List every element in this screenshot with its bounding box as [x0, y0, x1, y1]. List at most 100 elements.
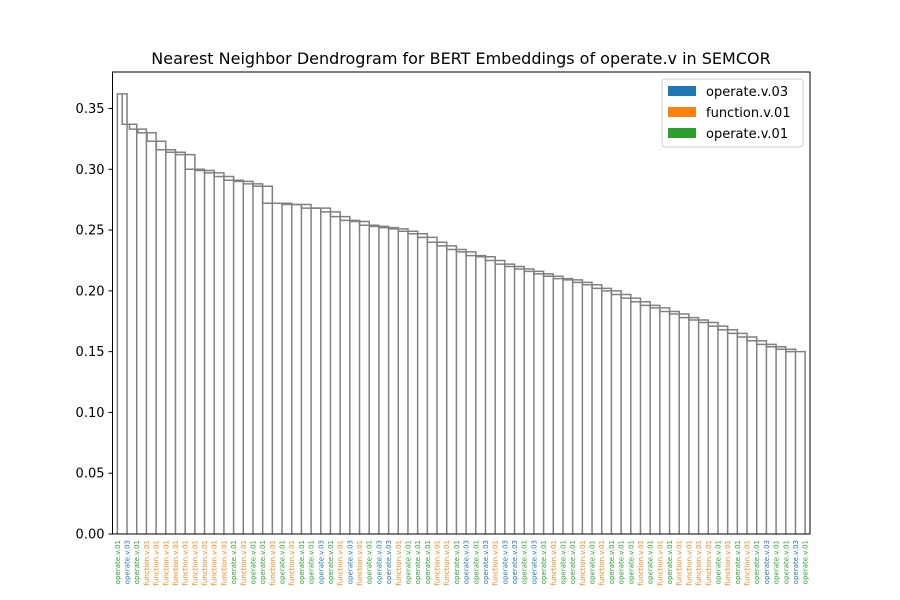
y-axis: 0.00 0.05 0.10 0.15 0.20 0.25 0.30 0.35: [76, 102, 113, 543]
leaf-label: operate.v.03: [124, 540, 132, 584]
dendrogram-link: [668, 311, 690, 534]
leaf-label: function.v.01: [550, 540, 558, 586]
y-tick-label: 0.15: [76, 345, 105, 360]
leaf-label: function.v.01: [240, 540, 248, 586]
dendrogram-link: [300, 204, 322, 534]
dendrogram-link: [765, 344, 787, 534]
leaf-label: operate.v.01: [714, 540, 722, 584]
legend-label: function.v.01: [706, 106, 791, 121]
leaf-label: operate.v.01: [298, 540, 306, 584]
leaf-label: function.v.01: [143, 540, 151, 586]
dendrogram-link: [581, 282, 603, 534]
leaf-label: operate.v.01: [327, 540, 335, 584]
dendrogram-link: [252, 183, 274, 534]
leaf-label: operate.v.01: [308, 540, 316, 584]
dendrogram-links: [116, 93, 806, 534]
leaf-label: operate.v.01: [259, 540, 267, 584]
leaf-label: function.v.01: [434, 540, 442, 586]
leaf-label: operate.v.01: [734, 540, 742, 584]
leaf-label: operate.v.01: [424, 540, 432, 584]
y-tick-label: 0.20: [76, 284, 105, 299]
leaf-label: function.v.01: [443, 540, 451, 586]
leaf-label: operate.v.03: [346, 540, 354, 584]
leaf-label: function.v.01: [695, 540, 703, 586]
leaf-label: operate.v.01: [133, 540, 141, 584]
legend-label: operate.v.01: [706, 127, 788, 142]
dendrogram-link: [445, 245, 467, 534]
dendrogram-link: [552, 276, 574, 534]
dendrogram-link: [272, 202, 293, 534]
dendrogram-link: [397, 228, 419, 534]
leaf-label: operate.v.03: [317, 540, 325, 584]
leaf-label: function.v.01: [744, 540, 752, 586]
plot-frame: [112, 71, 811, 535]
leaf-label: operate.v.03: [463, 540, 471, 584]
leaf-label: function.v.01: [288, 540, 296, 586]
dendrogram-link: [358, 221, 380, 534]
dendrogram-link: [533, 271, 555, 534]
dendrogram-link: [232, 180, 254, 534]
leaf-label: function.v.01: [337, 540, 345, 586]
dendrogram-link: [128, 124, 148, 534]
leaf-label: operate.v.01: [366, 540, 374, 584]
leaf-label: operate.v.01: [753, 540, 761, 584]
y-tick-label: 0.25: [76, 224, 105, 239]
leaf-label: operate.v.01: [249, 540, 257, 584]
dendrogram-link: [311, 207, 332, 534]
leaf-label: operate.v.03: [385, 540, 393, 584]
leaf-label: operate.v.01: [627, 540, 635, 584]
leaf-label: function.v.01: [201, 540, 209, 586]
leaf-label: operate.v.01: [114, 540, 122, 584]
dendrogram-link: [465, 251, 487, 534]
leaf-label: operate.v.01: [404, 540, 412, 584]
leaf-label: operate.v.01: [608, 540, 616, 584]
dendrogram-link: [378, 226, 400, 534]
dendrogram-link: [291, 203, 312, 534]
leaf-label: operate.v.01: [618, 540, 626, 584]
dendrogram-link: [688, 317, 710, 534]
dendrogram-link: [484, 256, 506, 534]
legend-swatch: [668, 128, 696, 138]
leaf-label: operate.v.01: [521, 540, 529, 584]
leaf-label: function.v.01: [656, 540, 664, 586]
y-tick-label: 0.35: [76, 102, 105, 117]
dendrogram-link: [523, 268, 545, 534]
leaf-label: operate.v.01: [589, 540, 597, 584]
y-tick-label: 0.05: [76, 467, 105, 482]
dendrogram-link: [678, 313, 700, 534]
leaf-label: operate.v.01: [569, 540, 577, 584]
leaf-label: operate.v.03: [511, 540, 519, 584]
leaf-label: function.v.01: [162, 540, 170, 586]
dendrogram-link: [261, 186, 283, 534]
leaf-label: operate.v.01: [559, 540, 567, 584]
leaf-label: function.v.01: [269, 540, 277, 586]
leaf-label: function.v.01: [579, 540, 587, 586]
leaf-label: operate.v.03: [763, 540, 771, 584]
legend-label: operate.v.03: [706, 85, 788, 100]
leaf-label: operate.v.01: [230, 540, 238, 584]
y-tick-label: 0.30: [76, 163, 105, 178]
legend-swatch: [668, 86, 696, 96]
dendrogram-link: [717, 326, 739, 534]
leaf-label: operate.v.01: [414, 540, 422, 584]
leaf-label: function.v.01: [211, 540, 219, 586]
legend: operate.v.03 function.v.01 operate.v.01: [661, 78, 804, 148]
leaf-label: operate.v.03: [501, 540, 509, 584]
dendrogram-link: [785, 349, 806, 534]
leaf-label: function.v.01: [356, 540, 364, 586]
leaf-label: function.v.01: [220, 540, 228, 586]
leaf-label: function.v.01: [395, 540, 403, 586]
leaf-label: function.v.01: [172, 540, 180, 586]
dendrogram-link: [165, 149, 186, 534]
leaf-label: operate.v.03: [375, 540, 383, 584]
leaf-label: function.v.01: [724, 540, 732, 586]
dendrogram-link: [600, 288, 622, 534]
leaf-label: operate.v.03: [482, 540, 490, 584]
dendrogram-link: [349, 220, 370, 534]
y-tick-label: 0.10: [76, 406, 105, 421]
leaf-label: operate.v.01: [453, 540, 461, 584]
leaf-label: operate.v.01: [666, 540, 674, 584]
leaf-label: operate.v.01: [802, 540, 810, 584]
dendrogram-link: [339, 216, 361, 534]
